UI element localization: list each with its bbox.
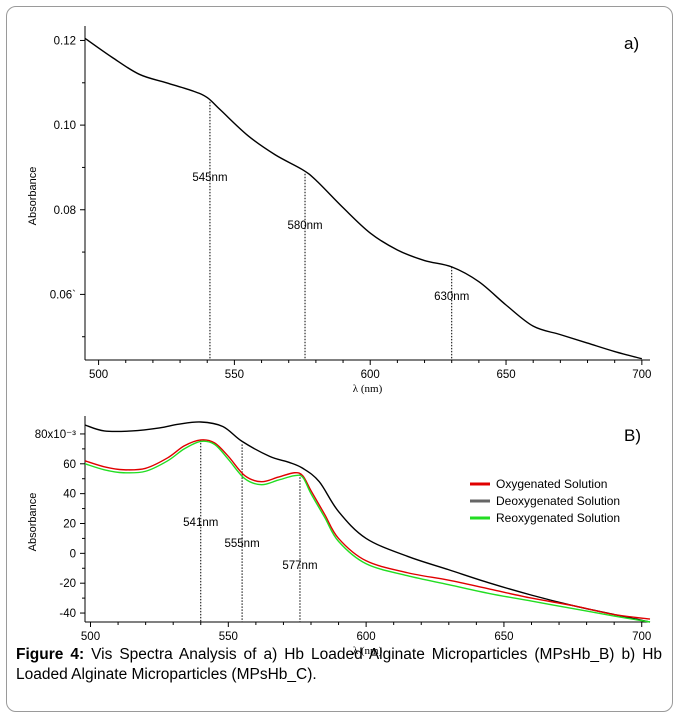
caption-text: Vis Spectra Analysis of a) Hb Loaded Alg… <box>16 646 663 683</box>
x-tick-label: 550 <box>225 369 244 381</box>
series-line <box>84 37 643 360</box>
legend-label: Reoxygenated Solution <box>496 511 620 525</box>
x-tick-label: 550 <box>219 631 238 643</box>
peak-label: 545nm <box>192 172 227 184</box>
x-tick-label: 600 <box>357 631 376 643</box>
y-tick-label: 0.10 <box>54 120 76 132</box>
series-line <box>84 421 651 623</box>
y-tick-label: -20 <box>59 578 76 590</box>
y-tick-label: 0.08 <box>54 205 76 217</box>
peak-label: 541nm <box>183 517 218 529</box>
legend-label: Deoxygenated Solution <box>496 494 620 508</box>
figure-frame <box>6 6 673 712</box>
x-axis-label: λ (nm) <box>353 645 383 657</box>
x-tick-label: 700 <box>632 369 651 381</box>
peak-label: 630nm <box>434 291 469 303</box>
panel-label: a) <box>624 34 639 53</box>
caption-label: Figure 4: <box>16 646 85 663</box>
legend-label: Oxygenated Solution <box>496 477 607 491</box>
y-tick-label: 0 <box>70 548 76 560</box>
y-tick-label: 80x10⁻³ <box>35 429 76 441</box>
x-tick-label: 700 <box>632 631 651 643</box>
y-axis-label: Absorbance <box>27 493 39 552</box>
peak-label: 555nm <box>225 538 260 550</box>
chart-a: 500 550 600 650 700 0.06` 0.08 0.10 0.12 λ (nm) Ab… <box>27 26 651 395</box>
y-tick-label: 0.12 <box>54 35 76 47</box>
y-axis-label: Absorbance <box>27 167 39 226</box>
y-tick-label: -40 <box>59 608 76 620</box>
y-tick-label: 20 <box>63 518 76 530</box>
figure-caption: Figure 4: Vis Spectra Analysis of a) Hb … <box>16 645 662 685</box>
series-line <box>84 440 651 623</box>
y-tick-label: 0.06` <box>50 289 76 301</box>
panel-label: B) <box>624 426 641 445</box>
x-tick-label: 500 <box>81 631 100 643</box>
x-tick-label: 600 <box>361 369 380 381</box>
peak-label: 577nm <box>282 560 317 572</box>
x-axis-label: λ (nm) <box>353 383 383 395</box>
y-tick-label: 60 <box>63 459 76 471</box>
y-tick-label: 40 <box>63 489 76 501</box>
x-tick-label: 650 <box>494 631 513 643</box>
chart-b: 500 550 600 650 700 -40 -20 0 20 40 60 80x10⁻³ λ (nm… <box>27 416 651 657</box>
peak-label: 580nm <box>287 220 322 232</box>
x-tick-label: 650 <box>496 369 515 381</box>
x-tick-label: 500 <box>89 369 108 381</box>
series-line <box>84 439 651 620</box>
